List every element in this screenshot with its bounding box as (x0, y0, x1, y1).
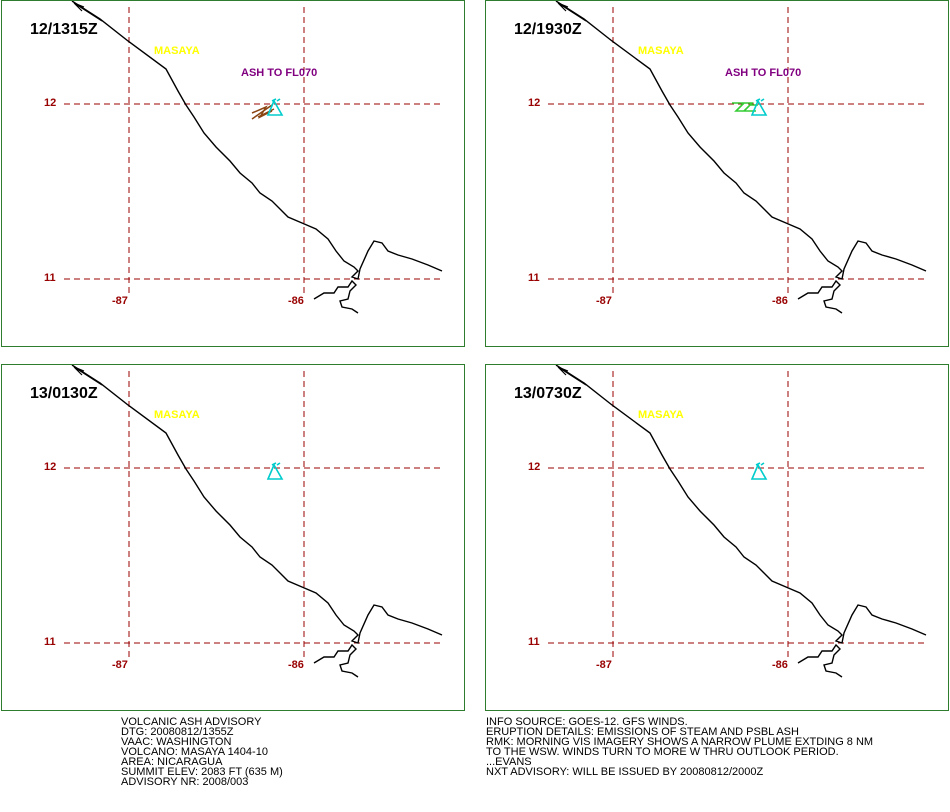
coastline (555, 1, 927, 280)
coastline (71, 1, 443, 280)
map-canvas (548, 365, 927, 678)
lat-label-11: 11 (44, 636, 56, 648)
coast-arrow (557, 366, 587, 386)
lon-label-87: -87 (596, 659, 612, 671)
lat-label-11: 11 (528, 636, 540, 648)
lat-label-12: 12 (528, 97, 541, 109)
coastline-lake (313, 279, 359, 314)
lon-label-87: -87 (112, 295, 128, 307)
lat-label-12: 12 (44, 97, 57, 109)
volcano-label: MASAYA (154, 409, 200, 421)
forecast-time: 13/0730Z (514, 385, 582, 402)
map-panel-1: 12/1315Z MASAYA ASH TO FL070 12 11 -87 -… (1, 0, 465, 347)
advisory-line: DTG: 20080812/1355Z (121, 726, 234, 738)
volcano-icon (266, 462, 284, 480)
advisory-line: NXT ADVISORY: WILL BE ISSUED BY 20080812… (486, 766, 764, 778)
ash-height-label: ASH TO FL070 (241, 67, 318, 79)
coast-arrow (73, 366, 103, 386)
advisory-summary: VOLCANIC ASH ADVISORY DTG: 20080812/1355… (121, 716, 283, 788)
lat-label-12: 12 (528, 461, 541, 473)
map-panel-4: 13/0730Z MASAYA 12 11 -87 -86 (485, 364, 949, 711)
advisory-details: INFO SOURCE: GOES-12. GFS WINDS. ERUPTIO… (486, 716, 874, 778)
map-panel-3: 13/0130Z MASAYA 12 11 -87 -86 (1, 364, 465, 711)
advisory-line: VOLCANIC ASH ADVISORY (121, 716, 262, 728)
advisory-line: ERUPTION DETAILS: EMISSIONS OF STEAM AND… (486, 726, 799, 738)
forecast-time: 12/1315Z (30, 21, 98, 38)
lon-label-87: -87 (596, 295, 612, 307)
coast-arrow (557, 2, 587, 22)
map-canvas (548, 1, 927, 314)
coastline-lake (797, 279, 843, 314)
advisory-line: VAAC: WASHINGTON (121, 736, 232, 748)
lat-label-11: 11 (528, 272, 540, 284)
lat-label-11: 11 (44, 272, 56, 284)
volcano-label: MASAYA (638, 409, 684, 421)
lat-label-12: 12 (44, 461, 57, 473)
coastline-lake (313, 643, 359, 678)
lon-label-87: -87 (112, 659, 128, 671)
advisory-line: RMK: MORNING VIS IMAGERY SHOWS A NARROW … (486, 736, 874, 748)
ash-height-label: ASH TO FL070 (725, 67, 802, 79)
advisory-line: INFO SOURCE: GOES-12. GFS WINDS. (486, 716, 688, 728)
coastline (71, 365, 443, 644)
volcano-icon (750, 462, 768, 480)
advisory-line: AREA: NICARAGUA (121, 756, 223, 768)
coastline-lake (797, 643, 843, 678)
ash-plume (251, 104, 275, 120)
advisory-line: TO THE WSW. WINDS TURN TO MORE W THRU OU… (486, 746, 839, 758)
advisory-line: ADVISORY NR: 2008/003 (121, 776, 249, 788)
map-canvas (64, 1, 443, 314)
volcano-icon (266, 98, 284, 116)
lon-label-86: -86 (772, 659, 788, 671)
coast-arrow (73, 2, 103, 22)
forecast-time: 12/1930Z (514, 21, 582, 38)
advisory-line: SUMMIT ELEV: 2083 FT (635 M) (121, 766, 283, 778)
coastline (555, 365, 927, 644)
advisory-line: VOLCANO: MASAYA 1404-10 (121, 746, 268, 758)
volcano-label: MASAYA (638, 45, 684, 57)
ash-plume-stroke (251, 104, 275, 120)
map-panel-2: 12/1930Z MASAYA ASH TO FL070 12 11 -87 -… (485, 0, 949, 347)
volcano-label: MASAYA (154, 45, 200, 57)
forecast-time: 13/0130Z (30, 385, 98, 402)
lon-label-86: -86 (288, 295, 304, 307)
map-canvas (64, 365, 443, 678)
advisory-line: ...EVANS (486, 756, 532, 768)
volcano-icon (750, 98, 768, 116)
lon-label-86: -86 (772, 295, 788, 307)
lon-label-86: -86 (288, 659, 304, 671)
